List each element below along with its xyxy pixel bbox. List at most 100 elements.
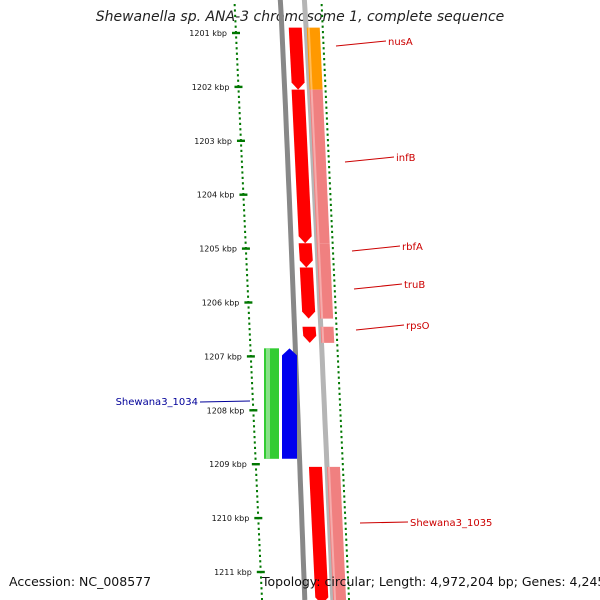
kbp-tick-label: 1207 kbp xyxy=(204,352,242,361)
tick-dot xyxy=(340,441,343,444)
tick-dot xyxy=(335,333,338,336)
tick-dot xyxy=(341,446,344,449)
tick-dot xyxy=(341,452,344,455)
tick-dot xyxy=(257,522,260,525)
tick-dot xyxy=(323,68,326,71)
tick-dot xyxy=(338,398,341,401)
tick-dot xyxy=(235,52,238,55)
tick-dot xyxy=(255,468,258,471)
tick-dot xyxy=(340,430,343,433)
tick-dot xyxy=(325,112,328,115)
tick-dot xyxy=(343,500,346,503)
major-tick xyxy=(251,463,260,466)
tick-dot xyxy=(253,425,256,428)
tick-dot xyxy=(339,414,342,417)
tick-dot xyxy=(324,79,327,82)
label-leader xyxy=(359,521,409,524)
tick-dot xyxy=(241,171,244,174)
topology-label: Topology: circular; Length: 4,972,204 bp… xyxy=(262,574,600,589)
tick-dot xyxy=(334,311,337,314)
tick-dot xyxy=(325,106,328,109)
gene-shine xyxy=(317,243,321,268)
tick-dot xyxy=(243,220,246,223)
tick-dot xyxy=(326,139,329,142)
tick-dot xyxy=(246,274,249,277)
tick-dot xyxy=(247,306,250,309)
gene-shine xyxy=(318,267,324,319)
accession-label: Accession: NC_008577 xyxy=(9,574,152,589)
tick-dot xyxy=(323,58,326,61)
tick-dot xyxy=(329,198,332,201)
tick-dot xyxy=(320,9,323,12)
label-leader xyxy=(199,400,251,403)
tick-dot xyxy=(333,279,336,282)
tick-dot xyxy=(254,446,257,449)
tick-dot xyxy=(340,425,343,428)
kbp-tick-label: 1206 kbp xyxy=(202,299,240,308)
gene-label-infB: infB xyxy=(396,153,416,164)
tick-dot xyxy=(253,441,256,444)
tick-dot xyxy=(326,133,329,136)
major-tick xyxy=(239,193,248,196)
tick-dot xyxy=(338,392,341,395)
gene-arrow-rbfA xyxy=(298,243,313,268)
kbp-tick-label: 1205 kbp xyxy=(199,245,237,254)
tick-dot xyxy=(343,495,346,498)
gene-shine xyxy=(307,27,313,90)
tick-dot xyxy=(256,490,259,493)
tick-dot xyxy=(327,149,330,152)
tick-dot xyxy=(236,68,239,71)
kbp-tick-label: 1201 kbp xyxy=(189,29,227,38)
tick-dot xyxy=(329,203,332,206)
tick-dot xyxy=(321,31,324,34)
major-tick xyxy=(249,409,258,412)
tick-dot xyxy=(239,128,242,131)
major-tick xyxy=(232,31,240,35)
tick-dot xyxy=(323,74,326,77)
gene-arrow-rpsO xyxy=(302,326,317,343)
tick-dot xyxy=(343,490,346,493)
tick-dot xyxy=(250,365,253,368)
tick-dot xyxy=(260,581,263,584)
tick-dot xyxy=(346,565,349,568)
tick-dot xyxy=(237,79,240,82)
gene-bar-truB xyxy=(317,267,334,319)
tick-dot xyxy=(322,36,325,39)
tick-dot xyxy=(345,538,348,541)
tick-dot xyxy=(248,317,251,320)
tick-dot xyxy=(346,560,349,563)
gene-shine xyxy=(321,326,325,343)
tick-dot xyxy=(346,554,349,557)
tick-dot xyxy=(233,4,236,7)
tick-dot xyxy=(342,468,345,471)
tick-dot xyxy=(248,328,251,331)
tick-dot xyxy=(254,457,257,460)
tick-dot xyxy=(251,392,254,395)
gene-bar-rbfA xyxy=(316,243,331,268)
tick-dot xyxy=(337,371,340,374)
tick-dot xyxy=(251,382,254,385)
tick-dot xyxy=(339,409,342,412)
tick-dot xyxy=(235,41,238,44)
tick-dot xyxy=(321,20,324,23)
tick-dot xyxy=(260,598,263,600)
tick-dot xyxy=(233,9,236,12)
tick-dot xyxy=(331,230,334,233)
tick-dot xyxy=(330,209,333,212)
tick-dot xyxy=(237,95,240,98)
tick-dot xyxy=(330,220,333,223)
tick-dot xyxy=(240,144,243,147)
major-tick xyxy=(234,85,243,89)
tick-dot xyxy=(259,576,262,579)
gene-label-Shewana3_1035: Shewana3_1035 xyxy=(410,518,492,529)
tick-dot xyxy=(342,479,345,482)
tick-dot xyxy=(322,47,325,50)
gene-bar-rpsO xyxy=(320,326,335,343)
kbp-tick-label: 1202 kbp xyxy=(192,83,230,92)
gene-shine xyxy=(327,466,337,600)
tick-dot xyxy=(243,214,246,217)
tick-dot xyxy=(335,317,338,320)
kbp-tick-label: 1204 kbp xyxy=(197,191,235,200)
tick-dot xyxy=(258,544,261,547)
